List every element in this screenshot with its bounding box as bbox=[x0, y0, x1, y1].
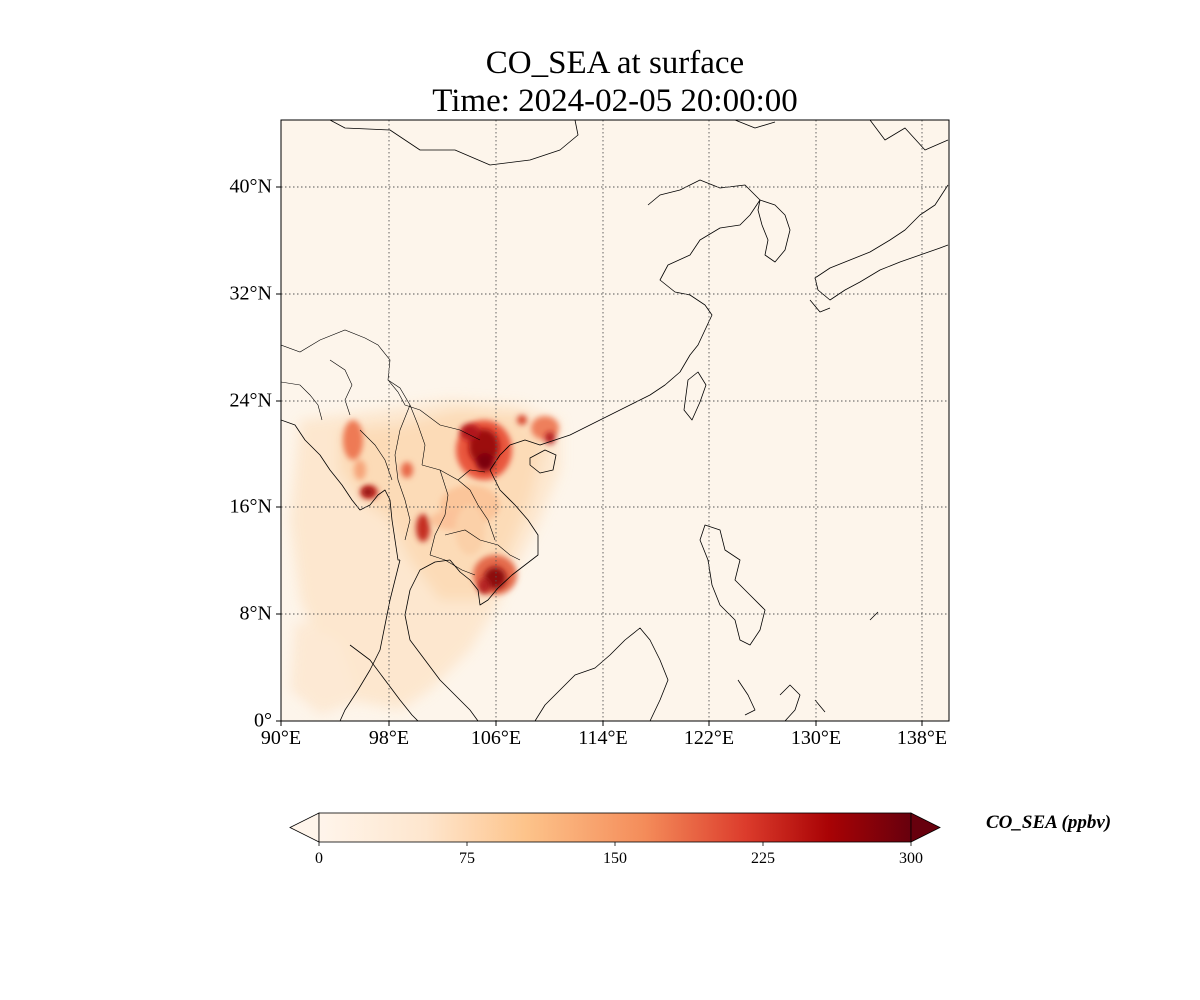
colorbar bbox=[289, 812, 941, 846]
x-tick-label: 130°E bbox=[790, 727, 842, 749]
colorbar-tick-label: 225 bbox=[751, 850, 775, 867]
colorbar-tick-label: 150 bbox=[603, 850, 627, 867]
map-title-line1: CO_SEA at surface bbox=[485, 45, 745, 81]
y-tick-label: 24°N bbox=[229, 389, 272, 412]
coastlines bbox=[281, 120, 949, 721]
x-tick-label: 114°E bbox=[578, 727, 628, 749]
colorbar-tick-label: 75 bbox=[459, 850, 475, 867]
y-tick-label: 16°N bbox=[229, 495, 272, 518]
gridlines bbox=[281, 120, 949, 721]
x-tick-label: 98°E bbox=[368, 727, 410, 749]
x-tick-label: 122°E bbox=[683, 727, 735, 749]
y-tick-label: 0° bbox=[254, 709, 272, 732]
colorbar-extend-min bbox=[289, 812, 320, 843]
colorbar-tick-label: 0 bbox=[315, 850, 323, 867]
map-frame bbox=[280, 119, 950, 722]
x-tick-label: 138°E bbox=[896, 727, 948, 749]
y-tick-label: 8°N bbox=[239, 602, 272, 625]
colorbar-gradient bbox=[318, 812, 912, 843]
country-borders bbox=[281, 329, 521, 576]
colorbar-extend-max bbox=[910, 812, 941, 843]
y-tick-label: 32°N bbox=[229, 282, 272, 305]
x-tick-label: 90°E bbox=[260, 727, 302, 749]
y-tick-label: 40°N bbox=[229, 175, 272, 198]
map-title-line2: Time: 2024-02-05 20:00:00 bbox=[432, 83, 798, 119]
colorbar-label: CO_SEA (ppbv) bbox=[986, 812, 1112, 833]
axis-tick-marks bbox=[276, 186, 923, 726]
x-tick-label: 106°E bbox=[470, 727, 522, 749]
colorbar-tick-label: 300 bbox=[899, 850, 923, 867]
